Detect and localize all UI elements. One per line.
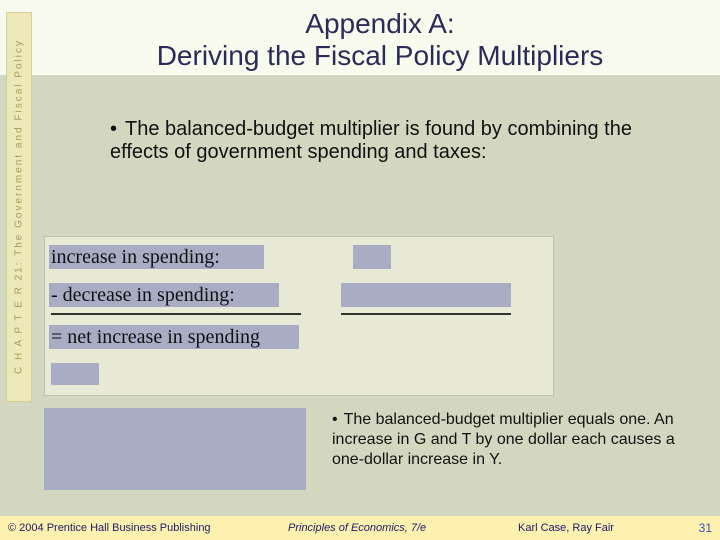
highlight-mask: [44, 408, 306, 490]
title-line-2: Deriving the Fiscal Policy Multipliers: [60, 40, 700, 72]
highlight-mask: [341, 283, 511, 307]
chapter-sidebar: C H A P T E R 21: The Government and Fis…: [6, 12, 32, 402]
footer-copyright: © 2004 Prentice Hall Business Publishing: [8, 522, 288, 534]
highlight-mask: [353, 245, 391, 269]
bullet-dot-icon: •: [332, 411, 338, 428]
eq-row-decrease: - decrease in spending:: [51, 284, 235, 307]
title-line-1: Appendix A:: [60, 8, 700, 40]
bullet-1-text: The balanced-budget multiplier is found …: [110, 118, 632, 163]
footer-authors: Karl Case, Ray Fair: [518, 522, 668, 534]
bullet-2: •The balanced-budget multiplier equals o…: [332, 410, 700, 470]
equation-divider: [51, 313, 301, 315]
bullet-1: •The balanced-budget multiplier is found…: [110, 118, 660, 164]
equation-divider: [341, 313, 511, 315]
slide-footer: © 2004 Prentice Hall Business Publishing…: [0, 516, 720, 540]
bullet-2-text: The balanced-budget multiplier equals on…: [332, 411, 675, 468]
equation-box: increase in spending: - decrease in spen…: [44, 236, 554, 396]
slide-title: Appendix A: Deriving the Fiscal Policy M…: [60, 8, 700, 72]
eq-row-increase: increase in spending:: [51, 246, 220, 269]
chapter-label: C H A P T E R 21: The Government and Fis…: [14, 17, 25, 397]
eq-row-net: = net increase in spending: [51, 326, 260, 349]
footer-book: Principles of Economics, 7/e: [288, 522, 518, 534]
footer-page-number: 31: [699, 521, 712, 535]
bullet-dot-icon: •: [110, 118, 117, 140]
highlight-mask: [51, 363, 99, 385]
